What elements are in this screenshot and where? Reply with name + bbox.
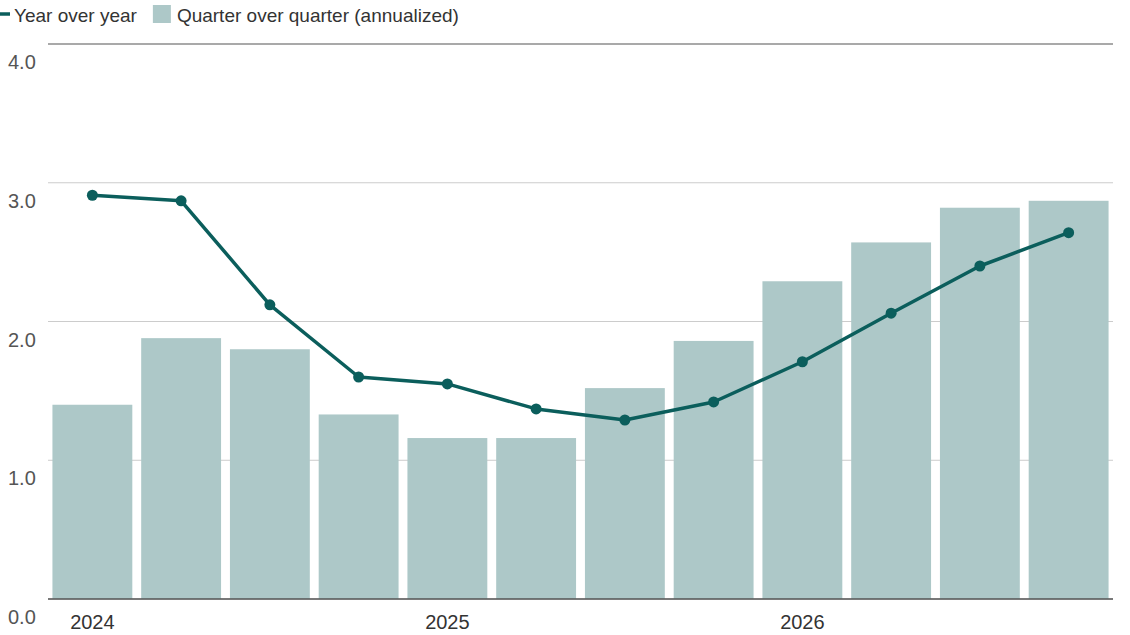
x-tick-label: 2025 (425, 611, 470, 633)
bar (585, 388, 665, 599)
bar (940, 208, 1020, 599)
x-axis-line (48, 598, 1113, 600)
bar (496, 438, 576, 599)
line (92, 195, 1068, 420)
bar (407, 438, 487, 599)
legend-label: Quarter over quarter (annualized) (177, 5, 459, 26)
line-marker (974, 261, 985, 272)
line-marker (531, 403, 542, 414)
line-marker (353, 372, 364, 383)
y-tick-label: 4.0 (8, 51, 36, 73)
y-tick-label: 2.0 (8, 329, 36, 351)
x-tick-label: 2026 (780, 611, 825, 633)
bar (1029, 201, 1109, 599)
line-marker (619, 415, 630, 426)
plot-area (52, 190, 1108, 599)
chart-container: 0.0 1.0 2.0 3.0 4.0 2024 2025 2026 Year over yea… (0, 0, 1130, 635)
line-marker (176, 195, 187, 206)
grid-line (48, 43, 1113, 44)
bar (851, 242, 931, 599)
legend-swatch (153, 5, 171, 23)
y-tick-label: 3.0 (8, 190, 36, 212)
y-tick-label: 0.0 (8, 606, 36, 628)
bar (141, 338, 221, 599)
bar (230, 349, 310, 599)
chart-svg: 0.0 1.0 2.0 3.0 4.0 2024 2025 2026 Year over yea… (0, 0, 1130, 635)
line-marker (1063, 227, 1074, 238)
bar (674, 341, 754, 599)
line-marker (886, 308, 897, 319)
line-marker (442, 378, 453, 389)
line-marker (264, 299, 275, 310)
grid-line (48, 599, 1113, 600)
legend-label: Year over year (14, 5, 138, 26)
line-marker (708, 396, 719, 407)
bar (319, 414, 399, 599)
grid-line (48, 182, 1113, 183)
line-marker (797, 356, 808, 367)
x-tick-label: 2024 (70, 611, 115, 633)
legend-swatch (0, 12, 10, 16)
bar (762, 281, 842, 599)
line-marker (87, 190, 98, 201)
bar (52, 405, 132, 599)
y-tick-label: 1.0 (8, 467, 36, 489)
